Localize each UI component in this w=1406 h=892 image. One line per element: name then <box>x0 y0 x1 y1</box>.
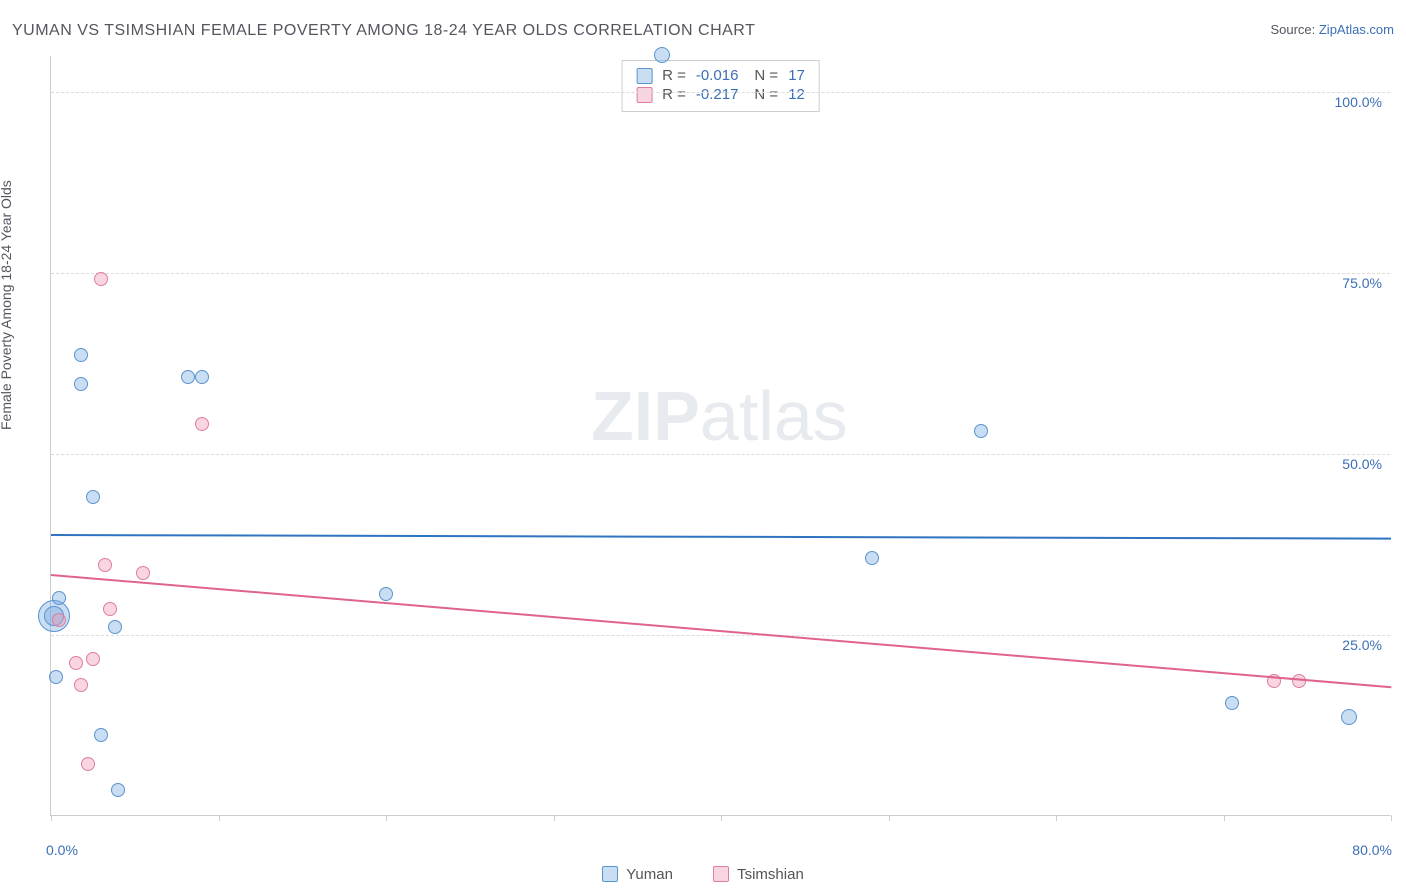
data-point <box>74 348 88 362</box>
source-credit: Source: ZipAtlas.com <box>1270 22 1394 37</box>
legend-label-tsimshian: Tsimshian <box>737 866 804 883</box>
legend-label-yuman: Yuman <box>626 866 673 883</box>
data-point <box>1292 674 1306 688</box>
data-point <box>108 620 122 634</box>
x-tick <box>554 815 555 821</box>
stats-legend-box: R = -0.016 N = 17 R = -0.217 N = 12 <box>621 60 820 112</box>
data-point <box>136 566 150 580</box>
swatch-yuman <box>636 68 652 84</box>
scatter-plot: ZIPatlas R = -0.016 N = 17 R = -0.217 N … <box>50 56 1390 816</box>
y-tick-label: 50.0% <box>1342 456 1382 472</box>
x-tick <box>889 815 890 821</box>
r-value-tsimshian: -0.217 <box>696 86 739 103</box>
x-tick <box>1391 815 1392 821</box>
data-point <box>1341 709 1357 725</box>
data-point <box>111 783 125 797</box>
x-tick <box>721 815 722 821</box>
y-tick-label: 25.0% <box>1342 637 1382 653</box>
x-tick-label-max: 80.0% <box>1352 842 1392 858</box>
data-point <box>865 551 879 565</box>
x-tick <box>1224 815 1225 821</box>
data-point <box>974 424 988 438</box>
data-point <box>86 490 100 504</box>
bottom-legend: Yuman Tsimshian <box>0 866 1406 887</box>
header: YUMAN VS TSIMSHIAN FEMALE POVERTY AMONG … <box>12 22 1394 46</box>
x-tick <box>1056 815 1057 821</box>
gridline <box>51 273 1390 274</box>
data-point <box>52 613 66 627</box>
data-point <box>74 678 88 692</box>
data-point <box>195 370 209 384</box>
gridline <box>51 635 1390 636</box>
data-point <box>94 272 108 286</box>
y-axis-label: Female Poverty Among 18-24 Year Olds <box>0 180 14 430</box>
y-tick-label: 75.0% <box>1342 275 1382 291</box>
watermark-rest: atlas <box>700 377 848 455</box>
data-point <box>52 591 66 605</box>
source-prefix: Source: <box>1270 22 1318 37</box>
stats-row-tsimshian: R = -0.217 N = 12 <box>636 86 805 103</box>
data-point <box>181 370 195 384</box>
legend-swatch-tsimshian <box>713 866 729 882</box>
x-tick <box>51 815 52 821</box>
legend-swatch-yuman <box>602 866 618 882</box>
data-point <box>98 558 112 572</box>
data-point <box>74 377 88 391</box>
x-tick-label-min: 0.0% <box>46 842 78 858</box>
source-link[interactable]: ZipAtlas.com <box>1319 22 1394 37</box>
trend-line <box>51 574 1391 688</box>
n-value-tsimshian: 12 <box>788 86 805 103</box>
x-tick <box>386 815 387 821</box>
data-point <box>1225 696 1239 710</box>
data-point <box>69 656 83 670</box>
data-point <box>103 602 117 616</box>
n-value-yuman: 17 <box>788 67 805 84</box>
r-value-yuman: -0.016 <box>696 67 739 84</box>
data-point <box>379 587 393 601</box>
data-point <box>195 417 209 431</box>
data-point <box>86 652 100 666</box>
gridline <box>51 92 1390 93</box>
data-point <box>81 757 95 771</box>
x-tick <box>219 815 220 821</box>
y-tick-label: 100.0% <box>1335 94 1382 110</box>
legend-item-yuman: Yuman <box>602 866 673 883</box>
data-point <box>94 728 108 742</box>
data-point <box>654 47 670 63</box>
chart-title: YUMAN VS TSIMSHIAN FEMALE POVERTY AMONG … <box>12 22 755 39</box>
legend-item-tsimshian: Tsimshian <box>713 866 804 883</box>
watermark-bold: ZIP <box>591 377 700 455</box>
swatch-tsimshian <box>636 87 652 103</box>
stats-row-yuman: R = -0.016 N = 17 <box>636 67 805 84</box>
trend-line <box>51 534 1391 540</box>
watermark: ZIPatlas <box>591 376 848 456</box>
data-point <box>49 670 63 684</box>
gridline <box>51 454 1390 455</box>
